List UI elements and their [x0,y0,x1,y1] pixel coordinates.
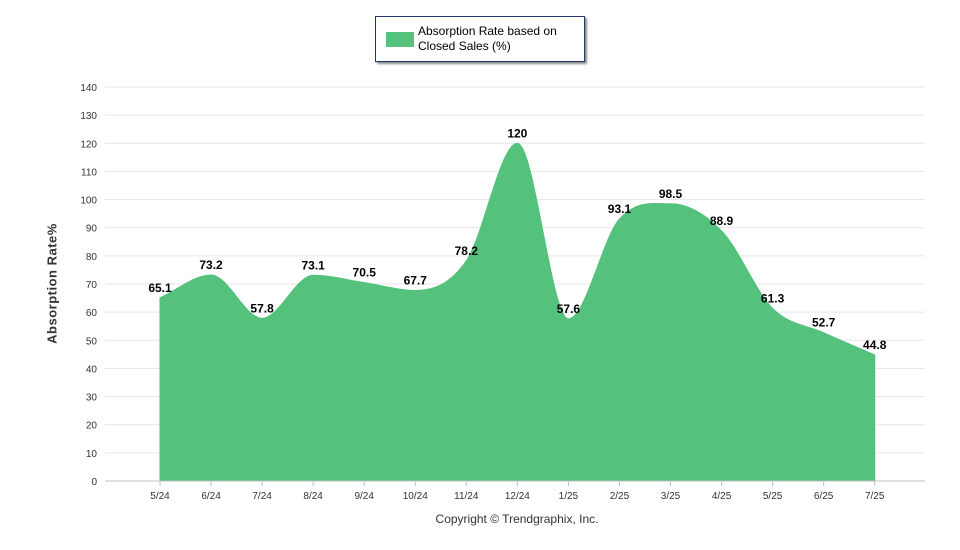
legend-label-line1: Absorption Rate based on [418,24,557,38]
y-tick-label: 110 [81,167,97,178]
x-tick-label: 12/24 [505,491,530,502]
x-tick-label: 3/25 [661,491,681,502]
data-label: 57.6 [557,302,581,316]
data-label: 65.1 [148,281,172,295]
y-tick-label: 130 [80,111,97,122]
area-fill [159,142,876,482]
data-label: 44.8 [863,338,887,352]
x-tick-label: 10/24 [403,491,428,502]
y-tick-label: 50 [86,336,98,347]
data-label: 98.5 [659,187,683,201]
data-label: 61.3 [761,291,785,305]
data-label: 78.2 [455,244,479,258]
y-tick-label: 0 [91,477,97,488]
data-label: 57.8 [250,301,274,315]
y-tick-label: 120 [80,139,97,150]
axes: 0 10 20 30 40 50 60 70 80 90 100 110 120 130 140 5/24 6/… [80,83,925,502]
x-tick-label: 1/25 [559,491,579,502]
x-tick-label: 8/24 [303,491,323,502]
y-tick-label: 20 [86,421,98,432]
y-tick-label: 90 [86,224,98,235]
area-series [159,142,876,482]
x-tick-label: 6/24 [201,491,221,502]
x-tick-label: 2/25 [610,491,630,502]
y-tick-label: 70 [86,280,98,291]
x-tick-label: 6/25 [814,491,834,502]
y-tick-label: 30 [86,393,98,404]
data-label: 52.7 [812,316,836,330]
y-tick-label: 60 [86,308,98,319]
data-label: 67.7 [404,273,428,287]
y-tick-label: 100 [80,196,97,207]
x-tick-label: 11/24 [454,491,479,502]
legend-label-line2: Closed Sales (%) [418,39,511,53]
data-label: 93.1 [608,202,632,216]
x-tick-label: 5/25 [763,491,783,502]
copyright-text: Copyright © Trendgraphix, Inc. [435,512,599,526]
y-tick-label: 10 [86,449,98,460]
x-tick-label: 7/25 [865,491,885,502]
data-label: 73.1 [301,258,325,272]
data-label: 120 [507,126,527,140]
x-tick-label: 9/24 [354,491,374,502]
y-tick-label: 80 [86,252,98,263]
legend: Absorption Rate based on Closed Sales (%… [375,16,585,62]
y-tick-label: 40 [86,364,98,375]
data-labels: 65.1 73.2 57.8 73.1 70.5 67.7 78.2 120 57.6 93.1 9… [148,126,886,352]
data-label: 88.9 [710,214,734,228]
y-tick-label: 140 [80,83,97,94]
legend-label: Absorption Rate based on Closed Sales (%… [418,24,578,54]
x-tick-label: 7/24 [252,491,272,502]
data-label: 70.5 [353,266,377,280]
data-label: 73.2 [199,258,223,272]
x-tick-label: 5/24 [150,491,170,502]
legend-swatch [386,32,414,47]
x-tick-label: 4/25 [712,491,732,502]
